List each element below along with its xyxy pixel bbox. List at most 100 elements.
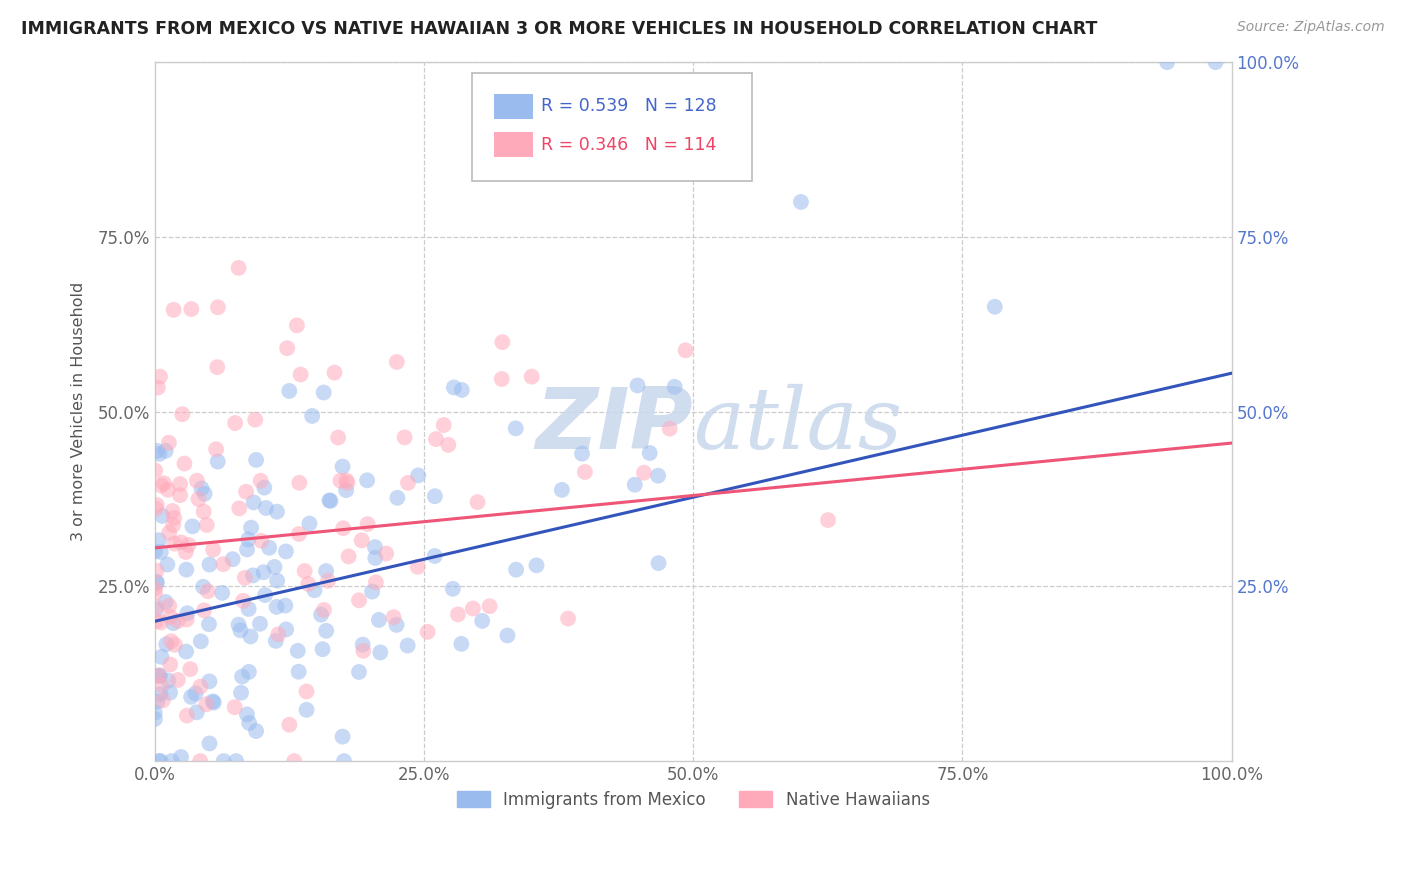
Point bbox=[162, 504, 184, 518]
Point bbox=[145, 602, 167, 616]
Point bbox=[232, 594, 254, 608]
Point bbox=[207, 360, 229, 375]
Point bbox=[638, 446, 661, 460]
Point bbox=[626, 378, 648, 392]
Point bbox=[288, 475, 311, 490]
Point bbox=[287, 644, 309, 658]
Point bbox=[571, 447, 593, 461]
Point bbox=[287, 665, 309, 679]
Point bbox=[184, 686, 207, 700]
Point bbox=[163, 511, 186, 525]
Point bbox=[163, 536, 186, 550]
Point bbox=[143, 586, 166, 600]
Point bbox=[170, 750, 193, 764]
Point bbox=[150, 478, 173, 492]
FancyBboxPatch shape bbox=[494, 132, 533, 157]
Point bbox=[149, 687, 172, 701]
Point bbox=[143, 544, 166, 558]
Point bbox=[187, 491, 209, 506]
Point bbox=[145, 615, 167, 629]
Point bbox=[148, 669, 170, 683]
Point bbox=[249, 474, 271, 488]
Text: ZIP: ZIP bbox=[536, 384, 693, 467]
Point bbox=[406, 559, 429, 574]
Point bbox=[423, 489, 446, 503]
Point bbox=[375, 547, 398, 561]
Point bbox=[146, 576, 169, 591]
Y-axis label: 3 or more Vehicles in Household: 3 or more Vehicles in Household bbox=[72, 282, 86, 541]
Point bbox=[520, 369, 543, 384]
Point bbox=[172, 407, 194, 421]
Point bbox=[288, 527, 311, 541]
Point bbox=[295, 684, 318, 698]
Point bbox=[162, 616, 184, 631]
Point bbox=[450, 637, 472, 651]
FancyBboxPatch shape bbox=[494, 94, 533, 119]
Point bbox=[155, 443, 177, 458]
Point bbox=[245, 412, 267, 426]
Point bbox=[335, 474, 357, 488]
Point bbox=[207, 454, 229, 468]
Point bbox=[202, 696, 225, 710]
Point bbox=[316, 574, 339, 588]
Point bbox=[193, 580, 215, 594]
Point bbox=[364, 550, 387, 565]
Point bbox=[335, 483, 357, 497]
Point bbox=[350, 533, 373, 548]
Point bbox=[984, 300, 1007, 314]
Point bbox=[145, 564, 167, 578]
Point bbox=[238, 533, 260, 547]
Point bbox=[352, 644, 374, 658]
Point bbox=[180, 690, 202, 704]
Point bbox=[156, 483, 179, 497]
Point bbox=[437, 438, 460, 452]
Point bbox=[326, 430, 349, 444]
Point bbox=[157, 525, 180, 540]
Point bbox=[278, 384, 301, 398]
Text: Source: ZipAtlas.com: Source: ZipAtlas.com bbox=[1237, 20, 1385, 34]
Point bbox=[224, 416, 246, 430]
Point bbox=[228, 501, 250, 516]
Point bbox=[236, 707, 259, 722]
Point bbox=[194, 487, 217, 501]
Point bbox=[150, 508, 173, 523]
Point bbox=[318, 493, 340, 508]
Point bbox=[551, 483, 574, 497]
Point bbox=[664, 380, 686, 394]
Point bbox=[238, 715, 260, 730]
Point bbox=[166, 614, 188, 628]
Point bbox=[152, 693, 174, 707]
Point bbox=[143, 706, 166, 720]
Point bbox=[148, 533, 170, 548]
Point bbox=[675, 343, 697, 358]
Point bbox=[186, 706, 208, 720]
Point bbox=[315, 564, 337, 578]
Point bbox=[416, 624, 439, 639]
Point bbox=[242, 495, 264, 509]
Point bbox=[450, 383, 472, 397]
Point bbox=[505, 563, 527, 577]
Point bbox=[278, 717, 301, 731]
Point bbox=[423, 549, 446, 563]
Point bbox=[295, 703, 318, 717]
Point bbox=[257, 541, 280, 555]
Point bbox=[425, 432, 447, 446]
Point bbox=[195, 518, 218, 533]
Point bbox=[149, 668, 172, 682]
Point bbox=[221, 552, 243, 566]
Point bbox=[190, 680, 212, 694]
Point bbox=[150, 678, 173, 692]
Point bbox=[212, 754, 235, 768]
Point bbox=[176, 563, 198, 577]
Point bbox=[574, 465, 596, 479]
Point bbox=[153, 476, 176, 491]
Point bbox=[817, 513, 839, 527]
Point bbox=[205, 442, 228, 457]
Point bbox=[301, 409, 323, 423]
Point bbox=[155, 637, 177, 651]
Point bbox=[195, 698, 218, 712]
Point bbox=[159, 657, 181, 672]
Point bbox=[332, 459, 354, 474]
Point bbox=[212, 557, 235, 571]
Point bbox=[155, 595, 177, 609]
